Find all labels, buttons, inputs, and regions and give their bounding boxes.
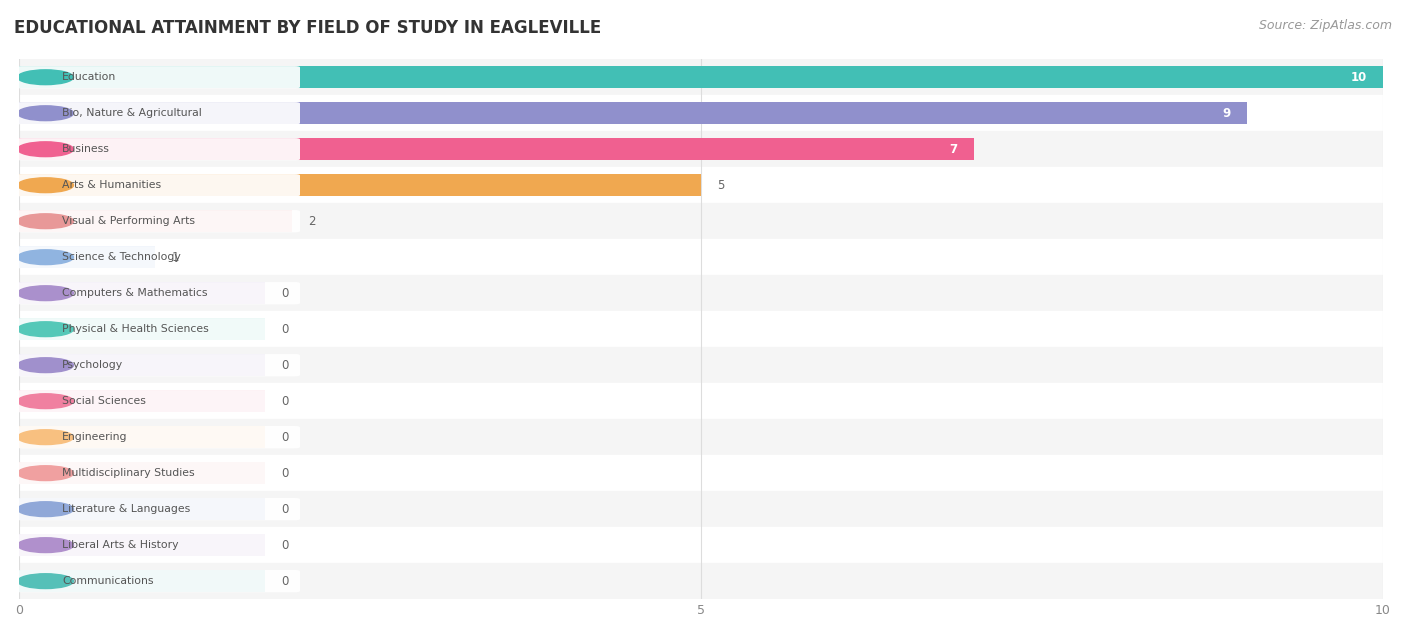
Circle shape	[17, 430, 73, 444]
Bar	[20, 204, 1384, 239]
FancyBboxPatch shape	[17, 66, 299, 88]
Text: 7: 7	[949, 143, 957, 155]
Text: 0: 0	[281, 359, 288, 372]
Bar	[20, 491, 1384, 527]
Text: 5: 5	[717, 179, 724, 191]
Bar	[20, 174, 702, 196]
Bar	[20, 275, 1384, 311]
Bar	[20, 59, 1384, 95]
Bar	[20, 355, 264, 376]
Text: Business: Business	[62, 144, 110, 154]
FancyBboxPatch shape	[17, 462, 299, 484]
Text: 0: 0	[281, 323, 288, 336]
Circle shape	[17, 178, 73, 193]
Circle shape	[17, 394, 73, 408]
Text: 0: 0	[281, 574, 288, 588]
Bar	[20, 570, 264, 592]
Text: 10: 10	[1350, 71, 1367, 83]
Bar	[20, 419, 1384, 455]
Text: Computers & Mathematics: Computers & Mathematics	[62, 288, 208, 298]
Text: Social Sciences: Social Sciences	[62, 396, 146, 406]
Circle shape	[17, 322, 73, 337]
Text: Engineering: Engineering	[62, 432, 128, 442]
Bar	[20, 319, 264, 340]
FancyBboxPatch shape	[17, 246, 299, 269]
Text: Physical & Health Sciences: Physical & Health Sciences	[62, 324, 209, 334]
Circle shape	[17, 466, 73, 480]
FancyBboxPatch shape	[17, 282, 299, 305]
Text: Literature & Languages: Literature & Languages	[62, 504, 190, 514]
Circle shape	[17, 502, 73, 516]
Circle shape	[17, 70, 73, 85]
FancyBboxPatch shape	[17, 318, 299, 341]
Text: Visual & Performing Arts: Visual & Performing Arts	[62, 216, 195, 226]
Text: 0: 0	[281, 287, 288, 300]
Circle shape	[17, 538, 73, 552]
FancyBboxPatch shape	[17, 570, 299, 592]
Circle shape	[17, 574, 73, 588]
Bar	[20, 383, 1384, 419]
FancyBboxPatch shape	[17, 534, 299, 556]
Bar	[20, 239, 1384, 275]
Text: Liberal Arts & History: Liberal Arts & History	[62, 540, 179, 550]
Text: Arts & Humanities: Arts & Humanities	[62, 180, 162, 190]
Text: 0: 0	[281, 394, 288, 408]
Circle shape	[17, 250, 73, 265]
FancyBboxPatch shape	[17, 174, 299, 197]
Bar	[20, 534, 264, 556]
Text: 2: 2	[308, 215, 316, 228]
Bar	[20, 66, 1384, 88]
FancyBboxPatch shape	[17, 426, 299, 448]
Bar	[20, 311, 1384, 347]
FancyBboxPatch shape	[17, 354, 299, 376]
FancyBboxPatch shape	[17, 390, 299, 412]
FancyBboxPatch shape	[17, 498, 299, 520]
Text: Bio, Nature & Agricultural: Bio, Nature & Agricultural	[62, 108, 202, 118]
Bar	[20, 563, 1384, 599]
Text: 0: 0	[281, 502, 288, 516]
Text: 1: 1	[172, 251, 180, 264]
Circle shape	[17, 214, 73, 229]
Circle shape	[17, 286, 73, 301]
Bar	[20, 210, 292, 232]
Text: Science & Technology: Science & Technology	[62, 252, 181, 262]
Bar	[20, 455, 1384, 491]
Bar	[20, 246, 156, 268]
Bar	[20, 102, 1247, 124]
Bar	[20, 347, 1384, 383]
FancyBboxPatch shape	[17, 102, 299, 125]
Bar	[20, 391, 264, 412]
Text: Communications: Communications	[62, 576, 153, 586]
Circle shape	[17, 358, 73, 373]
Circle shape	[17, 106, 73, 121]
Bar	[20, 527, 1384, 563]
Text: 0: 0	[281, 538, 288, 552]
Text: EDUCATIONAL ATTAINMENT BY FIELD OF STUDY IN EAGLEVILLE: EDUCATIONAL ATTAINMENT BY FIELD OF STUDY…	[14, 19, 602, 37]
Bar	[20, 95, 1384, 131]
FancyBboxPatch shape	[17, 210, 299, 233]
Bar	[20, 427, 264, 448]
Text: 0: 0	[281, 430, 288, 444]
Bar	[20, 138, 974, 160]
Text: Education: Education	[62, 72, 117, 82]
Text: 0: 0	[281, 466, 288, 480]
Bar	[20, 463, 264, 484]
Text: Source: ZipAtlas.com: Source: ZipAtlas.com	[1258, 19, 1392, 32]
Text: Multidisciplinary Studies: Multidisciplinary Studies	[62, 468, 195, 478]
Bar	[20, 283, 264, 304]
Text: Psychology: Psychology	[62, 360, 124, 370]
Bar	[20, 131, 1384, 167]
Bar	[20, 499, 264, 520]
FancyBboxPatch shape	[17, 138, 299, 161]
Text: 9: 9	[1222, 107, 1230, 119]
Bar	[20, 167, 1384, 204]
Circle shape	[17, 142, 73, 157]
